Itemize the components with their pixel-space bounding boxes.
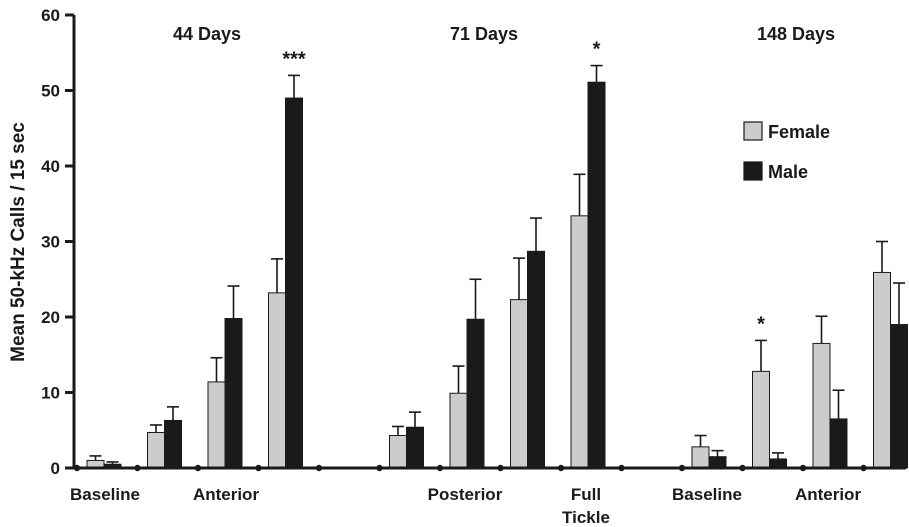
y-tick-label: 20 — [41, 308, 60, 327]
male-bar — [890, 324, 908, 469]
x-axis-dot — [618, 464, 625, 472]
y-tick-label: 50 — [41, 82, 60, 101]
x-tick-label: Anterior — [795, 485, 862, 504]
male-bar — [406, 426, 424, 469]
axes-layer — [65, 13, 906, 472]
x-axis-dot — [739, 464, 746, 472]
female-bar — [389, 435, 407, 469]
x-axis-dot — [678, 464, 686, 472]
legend-swatch — [743, 121, 763, 141]
group-title: 71 Days — [450, 24, 518, 44]
male-bar — [587, 81, 606, 469]
y-axis-title: Mean 50-kHz Calls / 15 sec — [8, 122, 29, 362]
x-axis-dot — [376, 464, 383, 472]
bars-layer — [86, 64, 908, 469]
male-bar — [527, 250, 545, 469]
male-bar — [224, 318, 243, 469]
female-bar — [147, 432, 165, 469]
group-title: 148 Days — [757, 24, 835, 44]
x-tick-label: Full — [571, 485, 601, 504]
female-bar — [812, 342, 831, 469]
female-bar — [268, 292, 286, 469]
significance-marker: * — [757, 313, 765, 335]
x-tick-label: Posterior — [428, 485, 503, 504]
x-axis-dot — [255, 464, 262, 472]
x-tick-label: Baseline — [70, 485, 140, 504]
x-axis-dot — [194, 464, 202, 472]
female-bar — [207, 381, 226, 469]
male-bar — [708, 456, 727, 469]
x-axis-dot — [73, 464, 81, 472]
x-axis-dot — [497, 464, 504, 472]
x-axis-dot — [134, 464, 141, 472]
male-bar — [466, 318, 485, 469]
female-bar — [449, 392, 468, 469]
legend-label: Female — [768, 122, 830, 142]
legend-label: Male — [768, 162, 808, 182]
significance-marker: * — [593, 39, 601, 61]
male-bar — [164, 419, 182, 469]
female-bar — [752, 370, 770, 469]
y-tick-label: 10 — [41, 384, 60, 403]
x-axis-dot — [860, 464, 867, 472]
y-tick-label: 0 — [51, 459, 60, 478]
x-axis-dot — [436, 464, 444, 472]
y-tick-label: 40 — [41, 157, 60, 176]
y-tick-label: 30 — [41, 233, 60, 252]
group-title: 44 Days — [173, 24, 241, 44]
x-tick-label: Anterior — [193, 485, 260, 504]
x-tick-label: Baseline — [672, 485, 742, 504]
x-axis-dot — [315, 464, 323, 472]
male-bar — [829, 418, 848, 469]
x-tick-label: Tickle — [562, 508, 610, 527]
male-bar — [285, 97, 303, 469]
female-bar — [691, 446, 710, 469]
female-bar — [510, 299, 528, 469]
female-bar — [570, 215, 589, 469]
y-tick-label: 60 — [41, 6, 60, 25]
x-axis-dot — [799, 464, 807, 472]
x-axis-dot — [557, 464, 565, 472]
female-bar — [873, 271, 891, 469]
legend: Female Male — [743, 121, 830, 182]
significance-marker: *** — [282, 48, 306, 70]
legend-swatch — [743, 161, 763, 181]
